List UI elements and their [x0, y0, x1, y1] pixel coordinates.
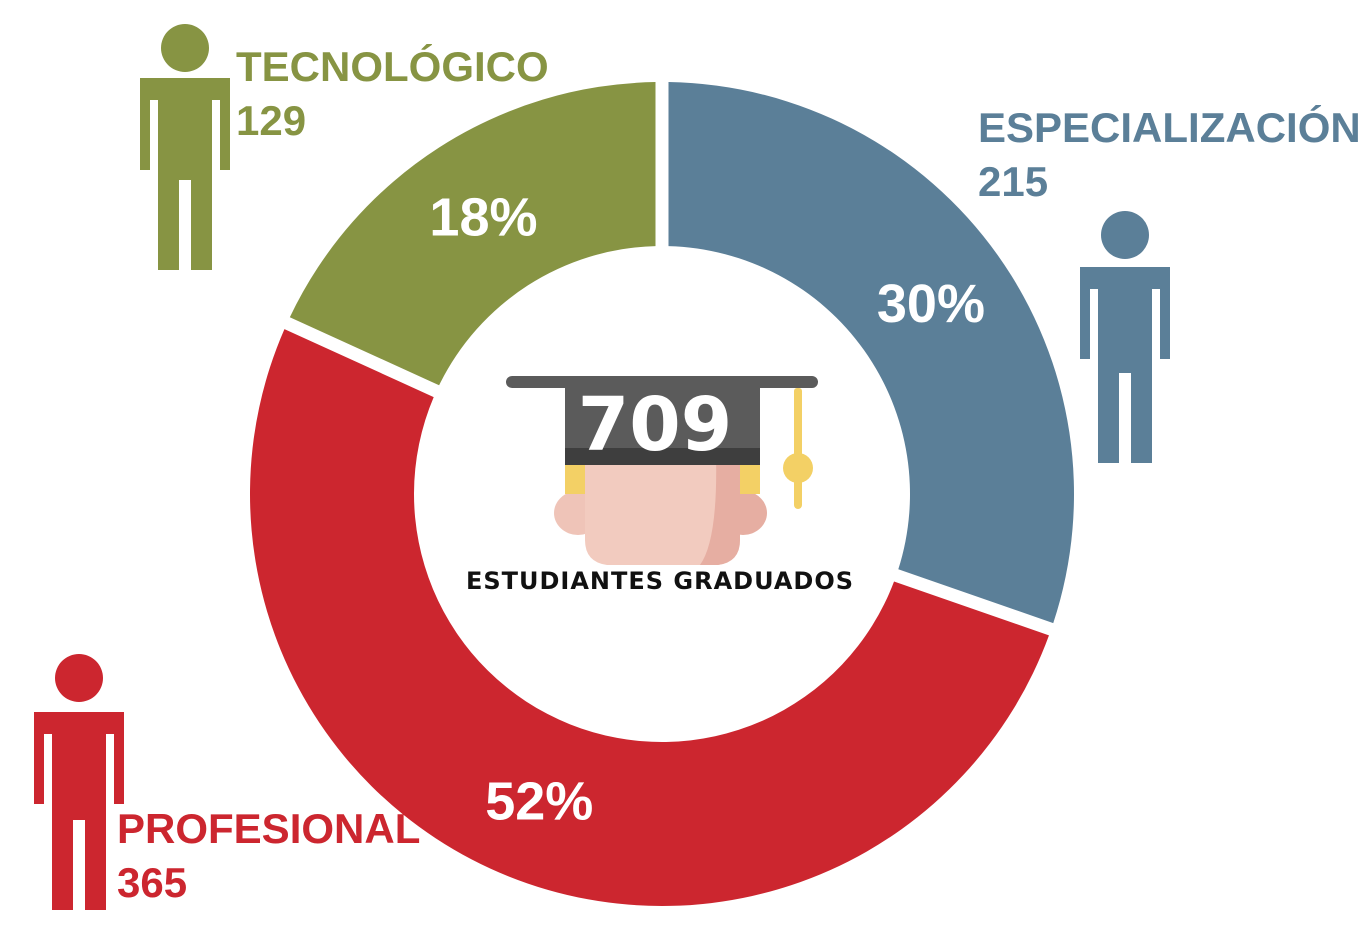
person-icon-profesional — [34, 654, 124, 910]
category-value: 129 — [236, 97, 307, 144]
percent-label-1: 52% — [485, 771, 593, 831]
category-value: 215 — [978, 158, 1049, 205]
category-name: ESPECIALIZACIÓN — [978, 104, 1361, 151]
donut-slice-1 — [250, 329, 1049, 906]
total-graduates: 709 — [578, 382, 732, 468]
donut-percent-labels: 30% 52% 18% — [429, 187, 985, 831]
category-value: 365 — [117, 859, 188, 906]
category-label-profesional: PROFESIONAL 365 — [117, 802, 420, 910]
category-label-tecnologico: TECNOLÓGICO 129 — [236, 40, 549, 148]
center-caption: ESTUDIANTES GRADUADOS — [466, 567, 854, 595]
graduate-cap-head-icon — [506, 376, 818, 565]
category-name: PROFESIONAL — [117, 805, 421, 852]
person-icon-tecnologico — [140, 24, 230, 270]
category-name: TECNOLÓGICO — [236, 43, 549, 90]
person-icon-especializacion — [1080, 211, 1170, 463]
category-label-especializacion: ESPECIALIZACIÓN 215 — [978, 101, 1361, 209]
percent-label-0: 30% — [877, 274, 985, 334]
percent-label-2: 18% — [429, 187, 537, 247]
donut-slices — [250, 82, 1074, 906]
donut-slice-2 — [289, 82, 656, 386]
donut-slice-0 — [668, 82, 1074, 624]
